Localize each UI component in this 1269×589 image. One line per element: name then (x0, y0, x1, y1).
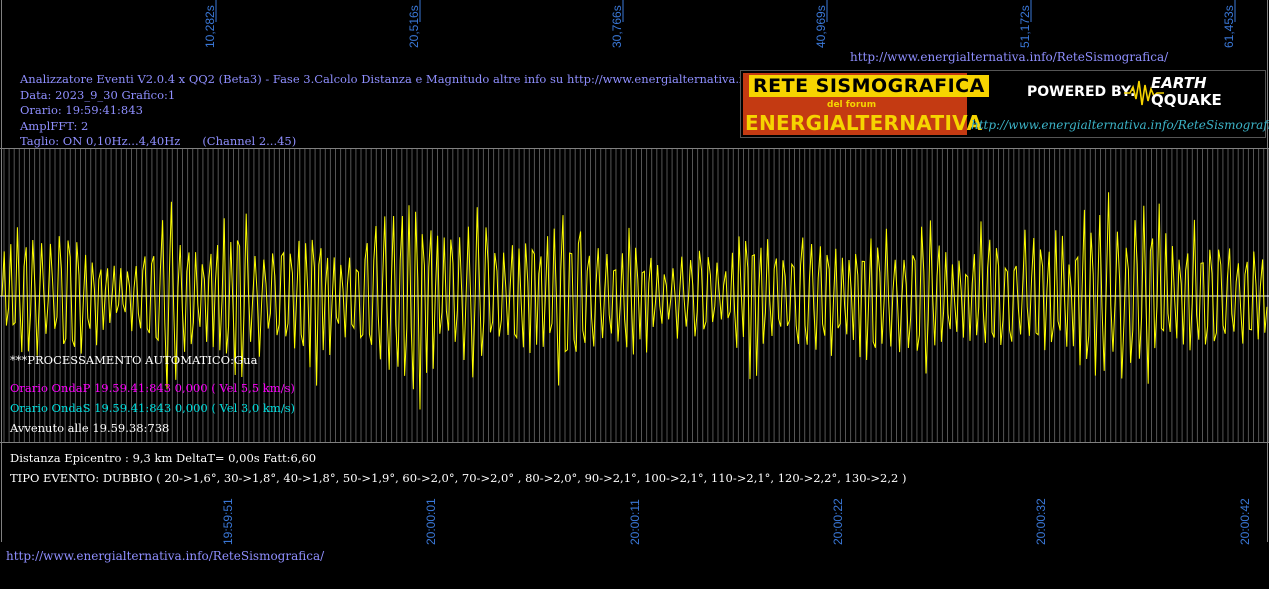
bottom-url-link[interactable]: http://www.energialternativa.info/ReteSi… (6, 549, 325, 563)
info-line-date: Data: 2023_9_30 Grafico:1 (20, 87, 176, 102)
bottom-axis-label: 20:00:32 (1034, 498, 1048, 545)
bottom-axis-label: 20:00:42 (1238, 498, 1252, 545)
top-axis-label: 20,516s (407, 5, 421, 48)
seismograph-wave-icon (1124, 80, 1164, 106)
top-axis-label: 51,172s (1018, 5, 1032, 48)
processing-status: ***PROCESSAMENTO AUTOMATICO:Gua (10, 353, 258, 367)
logo-title: RETE SISMOGRAFICA (749, 75, 989, 97)
bottom-axis-ticks: 19:59:51 20:00:01 20:00:11 20:00:22 20:00:32… (221, 498, 1252, 545)
logo-subtitle: del forum (827, 100, 877, 110)
logo-url[interactable]: http://www.energialternativa.info/ReteSi… (971, 118, 1269, 132)
top-axis-ticks: 10,282s 20,516s 30,766s 40,969s 51,172s 61,45… (203, 0, 1236, 48)
top-axis-label: 40,969s (814, 5, 828, 48)
info-line-time: Orario: 19:59:41:843 (20, 103, 143, 117)
brand-qquake: QQUAKE (1151, 91, 1222, 109)
earthquake-brand: EARTH QQUAKE (1151, 74, 1222, 110)
onda-s-time: Orario OndaS 19.59.41:843 0,000 ( Vel 3,… (10, 401, 296, 415)
bottom-axis-label: 20:00:22 (831, 498, 845, 545)
info-line-title: Analizzatore Eventi V2.0.4 x QQ2 (Beta3)… (20, 72, 821, 86)
logo-forum-name: ENERGIALTERNATIVA (745, 111, 983, 135)
top-axis-label: 61,453s (1222, 5, 1236, 48)
brand-earth: EARTH (1151, 74, 1207, 92)
top-axis-label: 30,766s (610, 5, 624, 48)
analyzer-info-block: Analizzatore Eventi V2.0.4 x QQ2 (Beta3)… (20, 72, 820, 150)
rete-sismografica-logo[interactable]: RETE SISMOGRAFICA del forum ENERGIALTERN… (740, 70, 1269, 138)
epicenter-distance: Distanza Epicentro : 9,3 km DeltaT= 0,00… (10, 451, 317, 465)
bottom-axis-label: 20:00:11 (628, 499, 642, 545)
bottom-axis-label: 19:59:51 (221, 498, 235, 545)
top-axis-label: 10,282s (203, 5, 217, 48)
logo-powered-by: POWERED BY: (1027, 84, 1136, 100)
onda-p-time: Orario OndaP 19.59.41:843 0,000 ( Vel 5,… (10, 381, 295, 395)
info-line-filter: Taglio: ON 0,10Hz...4,40Hz (Channel 2...4… (20, 134, 297, 148)
seismic-trace (1, 192, 1268, 410)
bottom-axis-label: 20:00:01 (424, 498, 438, 545)
horizontal-gridlines (0, 148, 1269, 443)
info-line-amplfft: AmplFFT: 2 (20, 118, 89, 133)
top-url-link[interactable]: http://www.energialternativa.info/ReteSi… (850, 50, 1169, 64)
vertical-gridlines (3, 148, 1269, 442)
event-occurred-time: Avvenuto alle 19.59.38:738 (10, 421, 170, 435)
event-type: TIPO EVENTO: DUBBIO ( 20->1,6°, 30->1,8°… (10, 471, 907, 485)
